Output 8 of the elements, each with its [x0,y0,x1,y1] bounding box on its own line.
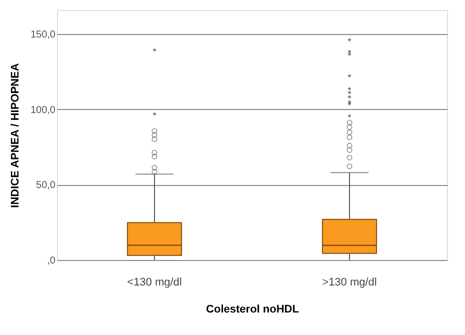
y-tick-label: 100,0 [30,104,56,116]
y-tick-label: 50,0 [36,180,56,192]
x-tick-label: <130 mg/dl [127,276,182,288]
y-tick-label: ,0 [47,256,56,266]
y-axis-title: INDICE APNEA / HIPOPNEA [9,63,22,208]
x-axis-title: Colesterol noHDL [206,304,300,316]
y-tick-label: 150,0 [30,30,56,41]
x-tick-label: >130 mg/dl [322,276,377,288]
